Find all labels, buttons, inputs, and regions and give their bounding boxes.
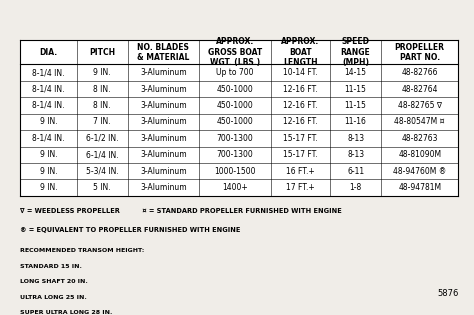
Text: 48-80547M ¤: 48-80547M ¤ [394, 117, 445, 126]
Text: 9 IN.: 9 IN. [40, 117, 57, 126]
Text: 700-1300: 700-1300 [217, 134, 253, 143]
Text: STANDARD 15 IN.: STANDARD 15 IN. [20, 264, 82, 269]
Text: ∇ = WEEDLESS PROPELLER          ¤ = STANDARD PROPELLER FURNISHED WITH ENGINE: ∇ = WEEDLESS PROPELLER ¤ = STANDARD PROP… [20, 208, 342, 214]
Text: 48-82763: 48-82763 [401, 134, 438, 143]
Text: 3-Aluminum: 3-Aluminum [140, 117, 187, 126]
Text: 5-3/4 IN.: 5-3/4 IN. [86, 167, 118, 176]
Text: 15-17 FT.: 15-17 FT. [283, 134, 318, 143]
Text: 450-1000: 450-1000 [217, 84, 253, 94]
Text: ULTRA LONG 25 IN.: ULTRA LONG 25 IN. [20, 295, 87, 300]
Text: 9 IN.: 9 IN. [40, 183, 57, 192]
Text: 48-82764: 48-82764 [401, 84, 438, 94]
Text: SPEED
RANGE
(MPH): SPEED RANGE (MPH) [341, 37, 371, 67]
Text: 15-17 FT.: 15-17 FT. [283, 150, 318, 159]
Text: DIA.: DIA. [39, 48, 58, 57]
Text: 1000-1500: 1000-1500 [214, 167, 255, 176]
Text: 8-1/4 IN.: 8-1/4 IN. [32, 101, 65, 110]
Text: 48-82766: 48-82766 [401, 68, 438, 77]
Text: SUPER ULTRA LONG 28 IN.: SUPER ULTRA LONG 28 IN. [20, 311, 113, 315]
Text: 5876: 5876 [437, 289, 458, 298]
Text: 9 IN.: 9 IN. [93, 68, 111, 77]
Text: PITCH: PITCH [89, 48, 115, 57]
Text: 6-1/2 IN.: 6-1/2 IN. [86, 134, 118, 143]
Text: 3-Aluminum: 3-Aluminum [140, 68, 187, 77]
Text: 16 FT.+: 16 FT.+ [286, 167, 315, 176]
Text: APPROX.
BOAT
LENGTH: APPROX. BOAT LENGTH [282, 37, 319, 67]
Text: 3-Aluminum: 3-Aluminum [140, 183, 187, 192]
Text: 14-15: 14-15 [345, 68, 366, 77]
Text: 11-15: 11-15 [345, 84, 366, 94]
Text: 6-1/4 IN.: 6-1/4 IN. [86, 150, 118, 159]
Text: 11-15: 11-15 [345, 101, 366, 110]
Text: 3-Aluminum: 3-Aluminum [140, 167, 187, 176]
Text: PROPELLER
PART NO.: PROPELLER PART NO. [395, 43, 445, 62]
Text: 450-1000: 450-1000 [217, 117, 253, 126]
Text: ® = EQUIVALENT TO PROPELLER FURNISHED WITH ENGINE: ® = EQUIVALENT TO PROPELLER FURNISHED WI… [20, 227, 241, 233]
Text: APPROX.
GROSS BOAT
WGT. (LBS.): APPROX. GROSS BOAT WGT. (LBS.) [208, 37, 262, 67]
Text: 3-Aluminum: 3-Aluminum [140, 84, 187, 94]
Text: 11-16: 11-16 [345, 117, 366, 126]
Text: 7 IN.: 7 IN. [93, 117, 111, 126]
Text: 8-1/4 IN.: 8-1/4 IN. [32, 134, 65, 143]
Text: 9 IN.: 9 IN. [40, 150, 57, 159]
Text: 12-16 FT.: 12-16 FT. [283, 117, 318, 126]
Text: NO. BLADES
& MATERIAL: NO. BLADES & MATERIAL [137, 43, 190, 62]
Text: 3-Aluminum: 3-Aluminum [140, 150, 187, 159]
Text: 8-13: 8-13 [347, 134, 364, 143]
Text: 1400+: 1400+ [222, 183, 248, 192]
Text: 5 IN.: 5 IN. [93, 183, 111, 192]
Text: 6-11: 6-11 [347, 167, 364, 176]
Text: LONG SHAFT 20 IN.: LONG SHAFT 20 IN. [20, 279, 88, 284]
Text: 8-1/4 IN.: 8-1/4 IN. [32, 68, 65, 77]
Text: 10-14 FT.: 10-14 FT. [283, 68, 318, 77]
Text: 3-Aluminum: 3-Aluminum [140, 101, 187, 110]
Text: 8-13: 8-13 [347, 150, 364, 159]
Text: 48-94781M: 48-94781M [398, 183, 441, 192]
Text: 1-8: 1-8 [349, 183, 362, 192]
Bar [20, 40, 458, 196]
Text: 3-Aluminum: 3-Aluminum [140, 134, 187, 143]
Text: 48-81090M: 48-81090M [398, 150, 441, 159]
Text: Up to 700: Up to 700 [216, 68, 254, 77]
Text: 48-94760M ®: 48-94760M ® [393, 167, 447, 176]
Text: 700-1300: 700-1300 [217, 150, 253, 159]
Text: 8-1/4 IN.: 8-1/4 IN. [32, 84, 65, 94]
Text: 450-1000: 450-1000 [217, 101, 253, 110]
Text: 9 IN.: 9 IN. [40, 167, 57, 176]
Text: 12-16 FT.: 12-16 FT. [283, 84, 318, 94]
Text: 8 IN.: 8 IN. [93, 101, 111, 110]
Text: 8 IN.: 8 IN. [93, 84, 111, 94]
Text: 48-82765 ∇: 48-82765 ∇ [398, 101, 442, 110]
Text: RECOMMENDED TRANSOM HEIGHT:: RECOMMENDED TRANSOM HEIGHT: [20, 248, 145, 253]
Text: 12-16 FT.: 12-16 FT. [283, 101, 318, 110]
Text: 17 FT.+: 17 FT.+ [286, 183, 315, 192]
